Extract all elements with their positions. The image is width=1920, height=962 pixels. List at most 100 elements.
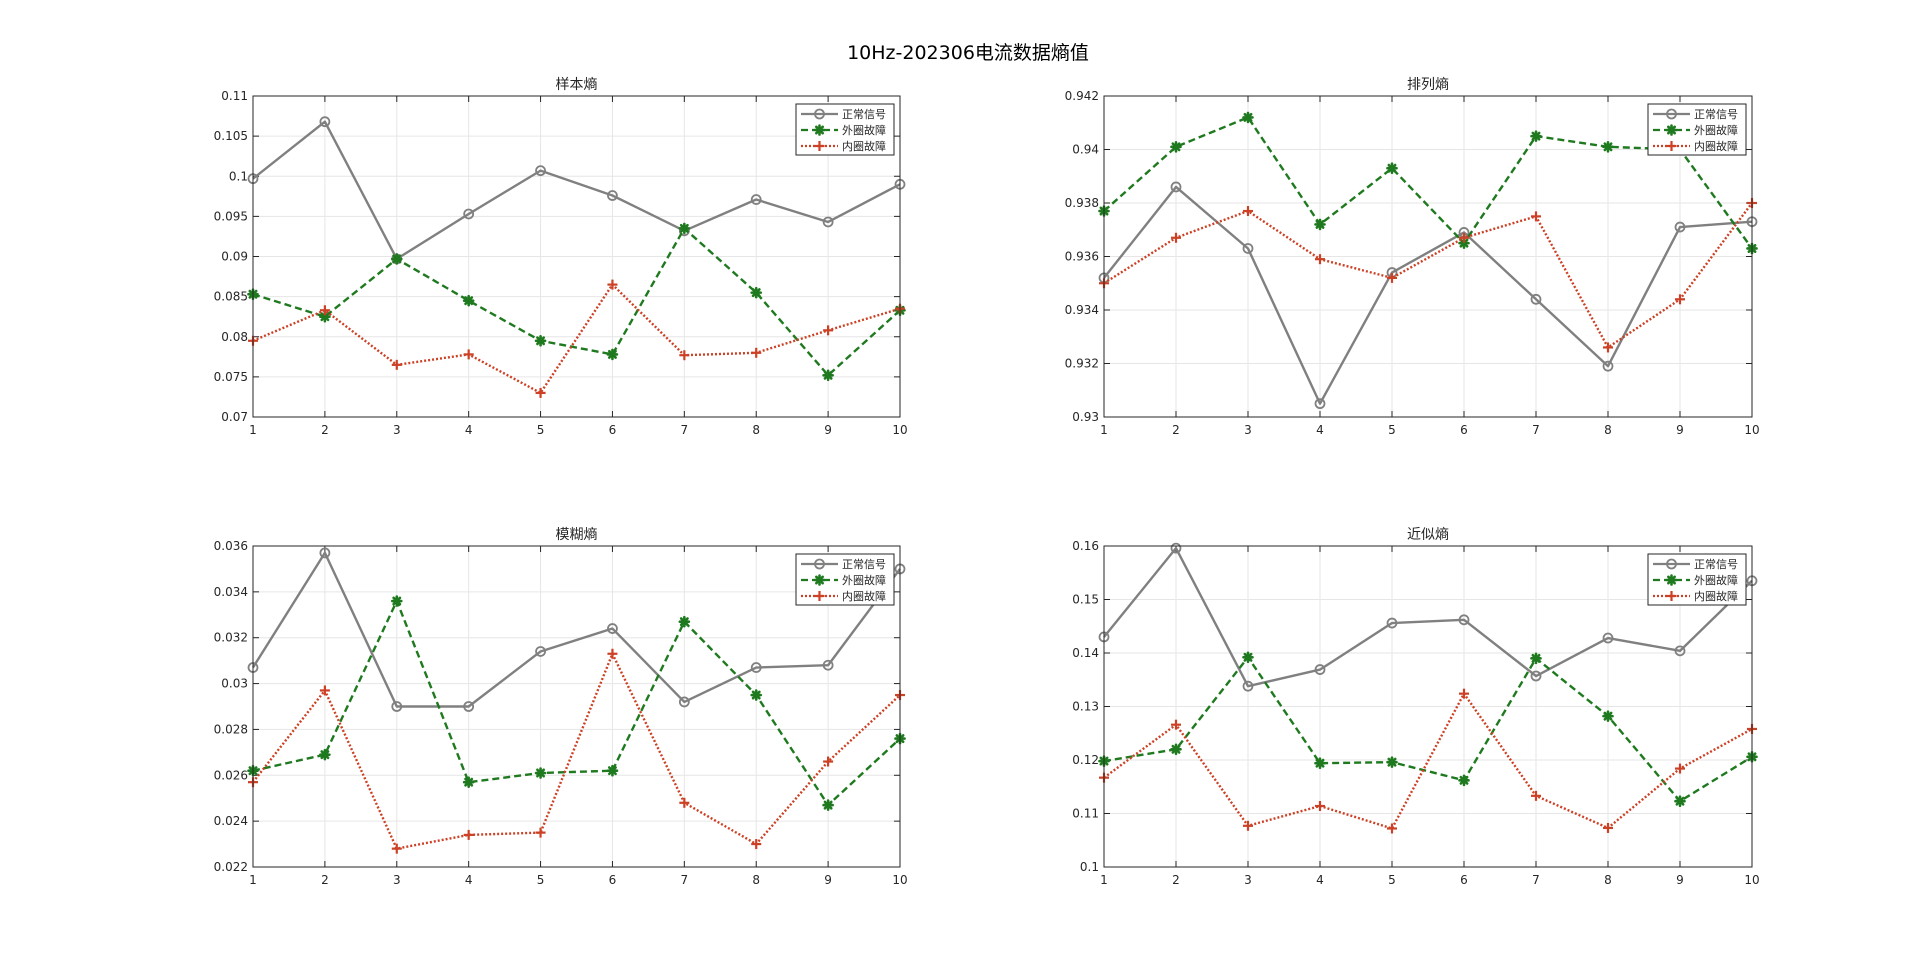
data-point [1530,293,1542,305]
data-point [391,701,403,712]
y-tick-label: 0.938 [1065,196,1099,210]
data-point [750,662,762,673]
data-point [1386,617,1398,629]
x-tick-label: 1 [1100,873,1108,887]
data-point [1530,670,1542,682]
data-point [1315,801,1325,812]
y-tick-label: 0.08 [221,330,248,344]
data-point [1242,651,1254,664]
subplot-3: 1 2 3 4 5 6 7 8 9 10 0.022 0.024 0.026 0.028 0.03 0.032… [214,527,908,887]
x-tick-label: 8 [1604,873,1612,887]
legend-marker [814,558,825,570]
y-tick-label: 0.026 [214,768,248,782]
data-point [1459,232,1469,243]
data-point [822,216,834,228]
data-point [1314,218,1326,231]
series-line [252,227,901,377]
x-tick-label: 4 [1316,873,1324,887]
legend-label: 正常信号 [1694,108,1738,121]
x-tick-label: 7 [681,423,689,437]
x-tick-label: 1 [1100,423,1108,437]
data-point [1170,141,1182,153]
y-tick-label: 0.095 [214,209,248,223]
data-point [535,646,546,657]
data-point [319,748,331,761]
legend-marker [814,108,825,120]
data-point [463,349,474,360]
y-tick-label: 0.09 [221,250,248,264]
axes-box [252,545,901,868]
y-tick-label: 0.07 [221,410,248,424]
x-tick-label: 8 [752,873,760,887]
data-point [1242,111,1254,124]
legend-label: 正常信号 [842,108,886,121]
data-point [391,359,402,370]
y-tick-label: 0.075 [214,370,248,384]
data-point [750,286,763,299]
series-2 [1098,651,1758,807]
x-tick-label: 7 [1532,873,1540,887]
data-point [1314,757,1326,770]
data-point [535,827,546,838]
x-tick-label: 5 [537,873,545,887]
data-point [823,325,834,336]
data-point [678,222,691,235]
data-point [391,843,402,854]
data-point [1386,756,1398,768]
x-tick-label: 6 [609,423,617,437]
data-point [750,194,762,205]
y-tick-label: 0.11 [1072,807,1099,821]
series-line [252,120,901,261]
y-tick-label: 0.16 [1072,539,1099,553]
data-point [607,279,618,290]
x-tick-label: 2 [1172,873,1180,887]
legend-label: 正常信号 [842,558,886,571]
y-tick-label: 0.942 [1065,89,1099,103]
data-point [1242,680,1254,692]
y-tick-label: 0.14 [1072,646,1099,660]
data-point [678,696,690,708]
legend-marker [1666,108,1677,120]
x-tick-label: 6 [1460,423,1468,437]
data-point [606,764,619,777]
data-point [390,253,403,265]
legend-marker [1666,558,1677,570]
legend-marker [813,124,826,136]
data-point [1458,614,1470,626]
data-point [750,689,763,701]
series-line [1103,116,1753,250]
data-point [1459,688,1469,699]
series-line [252,599,901,807]
data-point [1387,823,1397,834]
data-point [1531,790,1541,801]
legend-label: 内圈故障 [842,139,886,153]
data-point [607,190,618,201]
x-tick-label: 2 [321,423,329,437]
plot-area [253,546,900,867]
y-tick-label: 0.936 [1065,250,1099,264]
data-point [823,756,834,767]
x-tick-label: 7 [681,873,689,887]
y-tick-label: 0.12 [1072,753,1099,767]
data-point [679,350,690,361]
data-point [463,829,474,840]
x-tick-label: 3 [393,423,401,437]
y-tick-label: 0.036 [214,539,248,553]
data-point [1530,652,1542,665]
data-point [1314,398,1326,410]
y-tick-label: 0.15 [1072,593,1099,607]
data-point [463,701,475,712]
series-line [1103,185,1753,405]
x-tick-label: 9 [1676,873,1684,887]
x-tick-label: 2 [1172,423,1180,437]
legend-label: 正常信号 [1694,558,1738,571]
y-tick-label: 0.934 [1065,303,1099,317]
data-point [1531,211,1541,222]
subplot-title: 模糊熵 [556,527,598,543]
data-point [1602,710,1614,722]
data-point [1602,141,1614,153]
legend-marker [1666,141,1677,151]
y-tick-label: 0.11 [221,89,248,103]
